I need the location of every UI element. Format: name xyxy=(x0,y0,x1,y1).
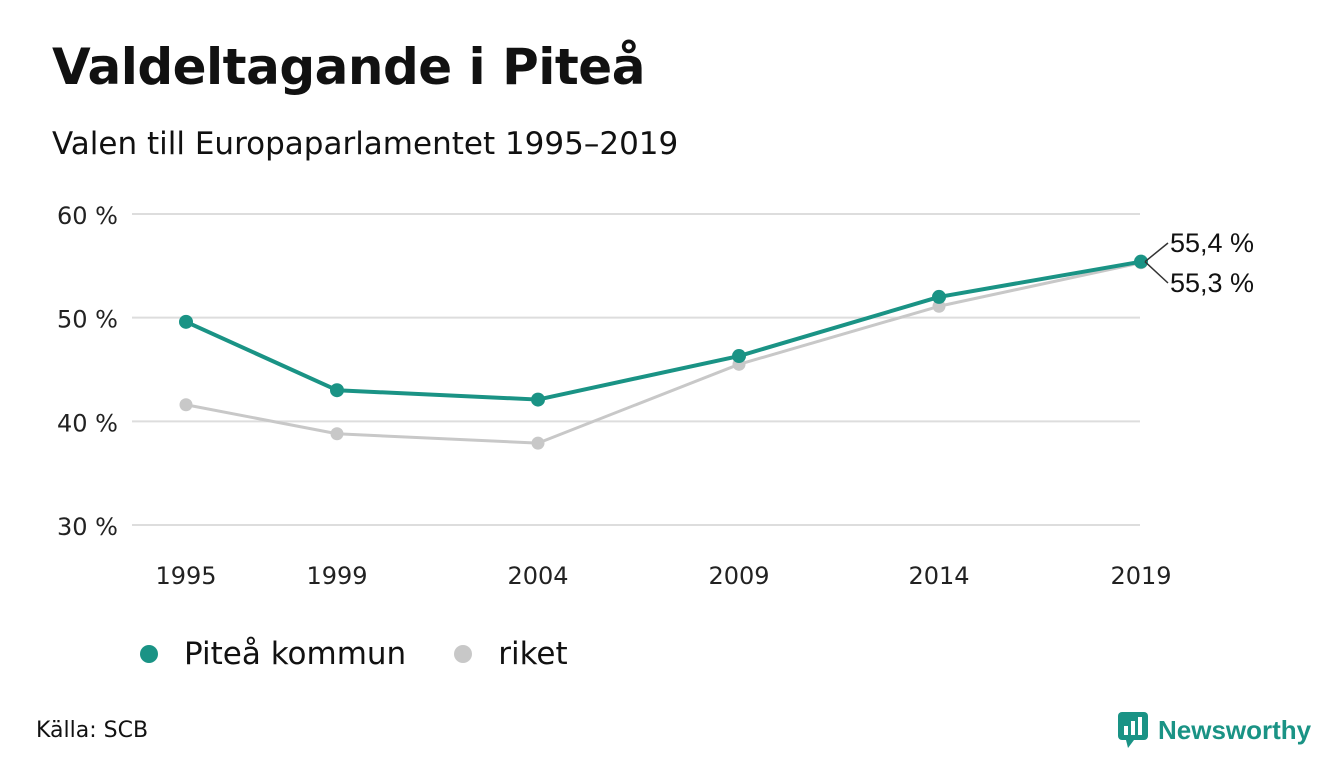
data-point-pitea xyxy=(1134,254,1148,269)
legend-item-riket: riket xyxy=(454,636,568,672)
series-line-pitea xyxy=(185,259,1142,402)
legend-dot-pitea xyxy=(140,645,158,663)
series-layer xyxy=(179,254,1148,450)
data-point-pitea xyxy=(179,314,193,329)
data-point-pitea xyxy=(330,383,344,398)
y-tick-label: 60 % xyxy=(57,202,118,230)
brand-name: Newsworthy xyxy=(1158,714,1312,745)
end-label-leader xyxy=(1144,261,1169,284)
data-point-pitea xyxy=(531,392,545,407)
legend-dot-riket xyxy=(454,645,473,663)
y-tick-label: 40 % xyxy=(57,409,118,437)
x-tick-label: 2009 xyxy=(708,562,769,590)
brand: Newsworthy xyxy=(1118,712,1311,748)
legend-label-pitea: Piteå kommun xyxy=(184,636,407,672)
data-point-pitea xyxy=(932,289,946,304)
data-point-riket xyxy=(531,436,545,450)
x-tick-label: 1995 xyxy=(155,562,216,590)
label-layer: 55,4 % 55,3 % xyxy=(1144,228,1254,298)
chart-subtitle: Valen till Europaparlamentet 1995–2019 xyxy=(52,126,679,162)
x-tick-label: 2014 xyxy=(908,562,969,590)
legend-label-riket: riket xyxy=(498,636,568,672)
data-point-riket xyxy=(179,398,193,412)
chart-title: Valdeltagande i Piteå xyxy=(52,38,645,96)
x-tick-label: 1999 xyxy=(306,562,367,590)
legend-item-pitea: Piteå kommun xyxy=(140,636,406,672)
x-tick-label: 2019 xyxy=(1110,562,1171,590)
data-point-pitea xyxy=(732,349,746,364)
source-note: Källa: SCB xyxy=(36,718,149,743)
end-label-pitea: 55,4 % xyxy=(1170,228,1254,258)
x-tick-label: 2004 xyxy=(507,562,568,590)
series-line-riket xyxy=(185,261,1142,445)
data-point-riket xyxy=(330,427,344,441)
newsworthy-logo-icon xyxy=(1118,712,1148,748)
legend: Piteå kommun riket xyxy=(140,636,616,672)
y-tick-label: 50 % xyxy=(57,306,118,334)
end-label-riket: 55,3 % xyxy=(1170,268,1254,298)
end-label-leader xyxy=(1144,242,1169,263)
grid-layer: 30 % 40 % 50 % 60 % 1995 1999 2004 2009 2014 2019 xyxy=(57,202,1172,590)
y-tick-label: 30 % xyxy=(57,513,118,541)
